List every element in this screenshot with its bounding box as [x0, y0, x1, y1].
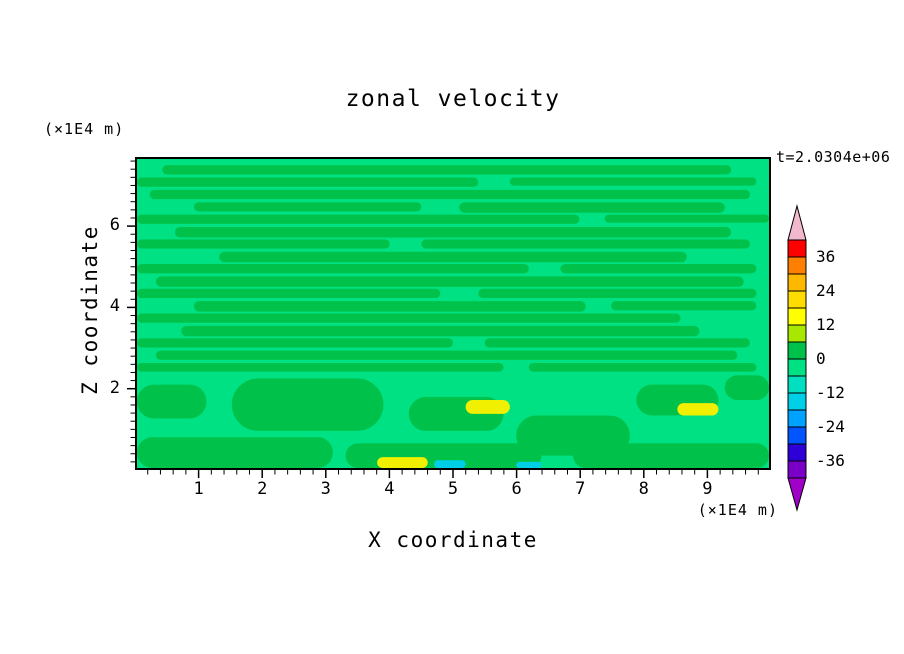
contour-band — [137, 214, 580, 224]
x-tick-label: 8 — [638, 479, 649, 499]
contour-band — [155, 276, 744, 287]
contour-band — [137, 239, 390, 249]
contour-band — [611, 301, 757, 311]
z-tick-label: 6 — [109, 215, 120, 236]
contour-band — [604, 214, 769, 223]
colorbar-segment — [787, 358, 807, 377]
colorbar-segment — [787, 375, 807, 394]
plot-area — [135, 157, 771, 470]
x-tick-label: 5 — [447, 479, 459, 499]
contour-band — [219, 251, 687, 263]
x-tick-label: 1 — [193, 479, 204, 499]
contour-band — [724, 375, 769, 401]
colorbar-segment — [787, 239, 807, 258]
colorbar-segment — [787, 290, 807, 309]
contour-band — [174, 226, 732, 238]
x-tick-label: 4 — [384, 479, 395, 499]
contour-band — [573, 443, 769, 468]
contour-band — [137, 437, 333, 468]
z-axis-units: (×1E4 m) — [44, 120, 125, 138]
x-axis-label: X coordinate — [368, 528, 538, 552]
contour-band — [137, 362, 504, 372]
contour-band — [478, 288, 757, 299]
contour-band — [528, 362, 757, 372]
contour-band — [137, 338, 453, 348]
contour-band — [465, 400, 510, 414]
colorbar-tick-label: -36 — [816, 451, 845, 470]
colorbar-tick-label: 36 — [816, 247, 835, 266]
colorbar: 36 24 12 0 -12 -24 -36 — [787, 204, 845, 512]
colorbar-tick-label: 12 — [816, 315, 835, 334]
x-axis-units: (×1E4 m) — [697, 501, 778, 519]
contour-band — [677, 403, 719, 416]
colorbar-segment — [787, 307, 807, 326]
z-tick-label: 2 — [109, 377, 120, 398]
colorbar-segment — [787, 392, 807, 411]
time-annotation: t=2.0304e+06 — [776, 148, 891, 166]
contour-band — [560, 264, 757, 274]
contour-field — [137, 159, 769, 468]
colorbar-segment — [787, 256, 807, 275]
x-tick-label: 6 — [511, 479, 522, 499]
colorbar-segment — [787, 341, 807, 360]
contour-band — [459, 202, 725, 213]
x-tick-label: 2 — [257, 479, 268, 499]
x-tick-label: 3 — [320, 479, 331, 499]
colorbar-segment — [787, 460, 807, 479]
contour-band — [137, 384, 207, 419]
contour-band — [137, 264, 529, 274]
contour-band — [137, 177, 479, 187]
contour-band — [155, 350, 738, 360]
contour-band — [162, 165, 732, 175]
colorbar-tick-label: -12 — [816, 383, 845, 402]
contour-band — [509, 177, 757, 186]
colorbar-segment — [787, 426, 807, 445]
z-tick-label: 4 — [109, 296, 120, 317]
plot-title: zonal velocity — [345, 86, 561, 112]
contour-band — [137, 288, 441, 299]
contour-band — [193, 301, 586, 312]
colorbar-tick-label: 24 — [816, 281, 835, 300]
colorbar-tick-label: 0 — [816, 349, 826, 368]
x-tick-label: 9 — [702, 479, 713, 499]
contour-band — [484, 338, 751, 348]
colorbar-under-arrow — [787, 477, 807, 512]
contour-band — [516, 461, 542, 468]
contour-band — [137, 313, 681, 323]
colorbar-tick-label: -24 — [816, 417, 845, 436]
contour-band — [149, 189, 751, 200]
z-axis-label: Z coordinate — [78, 225, 102, 395]
contour-band — [193, 202, 422, 212]
colorbar-segment — [787, 443, 807, 462]
colorbar-over-arrow — [787, 204, 807, 241]
colorbar-segment — [787, 324, 807, 343]
contour-band — [434, 460, 466, 468]
contour-band — [421, 239, 751, 249]
colorbar-segment — [787, 409, 807, 428]
contour-band — [231, 378, 384, 431]
contour-band — [181, 325, 700, 337]
x-tick-label: 7 — [575, 479, 586, 499]
colorbar-segment — [787, 273, 807, 292]
contour-band — [377, 457, 428, 468]
